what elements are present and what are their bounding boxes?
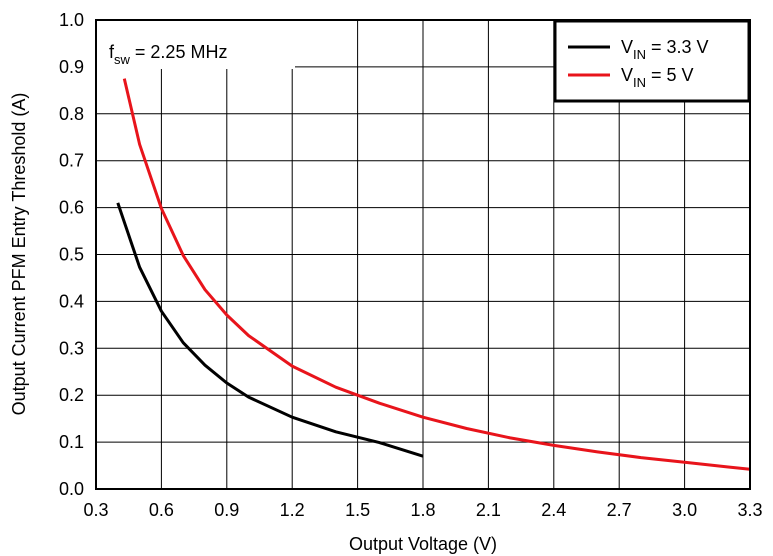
y-tick-label: 0.8: [59, 104, 84, 124]
frequency-annotation-text: fsw = 2.25 MHz: [109, 42, 227, 67]
plot-border: [95, 19, 751, 490]
x-tick-label: 2.4: [541, 500, 566, 520]
x-tick-label: 1.5: [345, 500, 370, 520]
x-axis-label: Output Voltage (V): [349, 534, 497, 554]
legend-box: [553, 19, 751, 103]
y-tick-label: 0.1: [59, 432, 84, 452]
y-tick-label: 0.3: [59, 338, 84, 358]
y-tick-label: 0.9: [59, 57, 84, 77]
y-tick-label: 0.6: [59, 198, 84, 218]
x-tick-label: 3.0: [672, 500, 697, 520]
x-tick-label: 0.6: [149, 500, 174, 520]
x-tick-label: 0.9: [214, 500, 239, 520]
series-line-2: [122, 78, 751, 471]
legend-entry: VIN = 5 V: [621, 65, 694, 90]
x-tick-label: 2.7: [607, 500, 632, 520]
x-tick-label: 0.3: [83, 500, 108, 520]
y-tick-label: 0.4: [59, 291, 84, 311]
series-line-1: [116, 202, 424, 458]
x-tick-label: 3.3: [737, 500, 762, 520]
legend-entry: VIN = 3.3 V: [621, 37, 709, 62]
y-tick-label: 0.0: [59, 479, 84, 499]
y-tick-label: 0.5: [59, 245, 84, 265]
x-tick-label: 1.8: [410, 500, 435, 520]
series-lines: [116, 78, 751, 471]
frequency-annotation: fsw = 2.25 MHz: [97, 21, 295, 69]
x-tick-labels: 0.3 0.6 0.9 1.2 1.5 1.8 2.1 2.4 2.7 3.0 3.3: [83, 500, 762, 520]
legend: VIN = 3.3 V VIN = 5 V: [553, 19, 751, 103]
y-tick-labels: 0.0 0.1 0.2 0.3 0.4 0.5 0.6 0.7 0.8 0.9 1.0: [59, 10, 84, 499]
plot-frame: [95, 19, 751, 490]
annotation-box: [97, 21, 295, 69]
y-tick-label: 0.7: [59, 151, 84, 171]
y-tick-label: 1.0: [59, 10, 84, 30]
x-tick-label: 2.1: [476, 500, 501, 520]
x-tick-label: 1.2: [280, 500, 305, 520]
y-tick-label: 0.2: [59, 385, 84, 405]
y-axis-label: Output Current PFM Entry Threshold (A): [9, 93, 29, 416]
